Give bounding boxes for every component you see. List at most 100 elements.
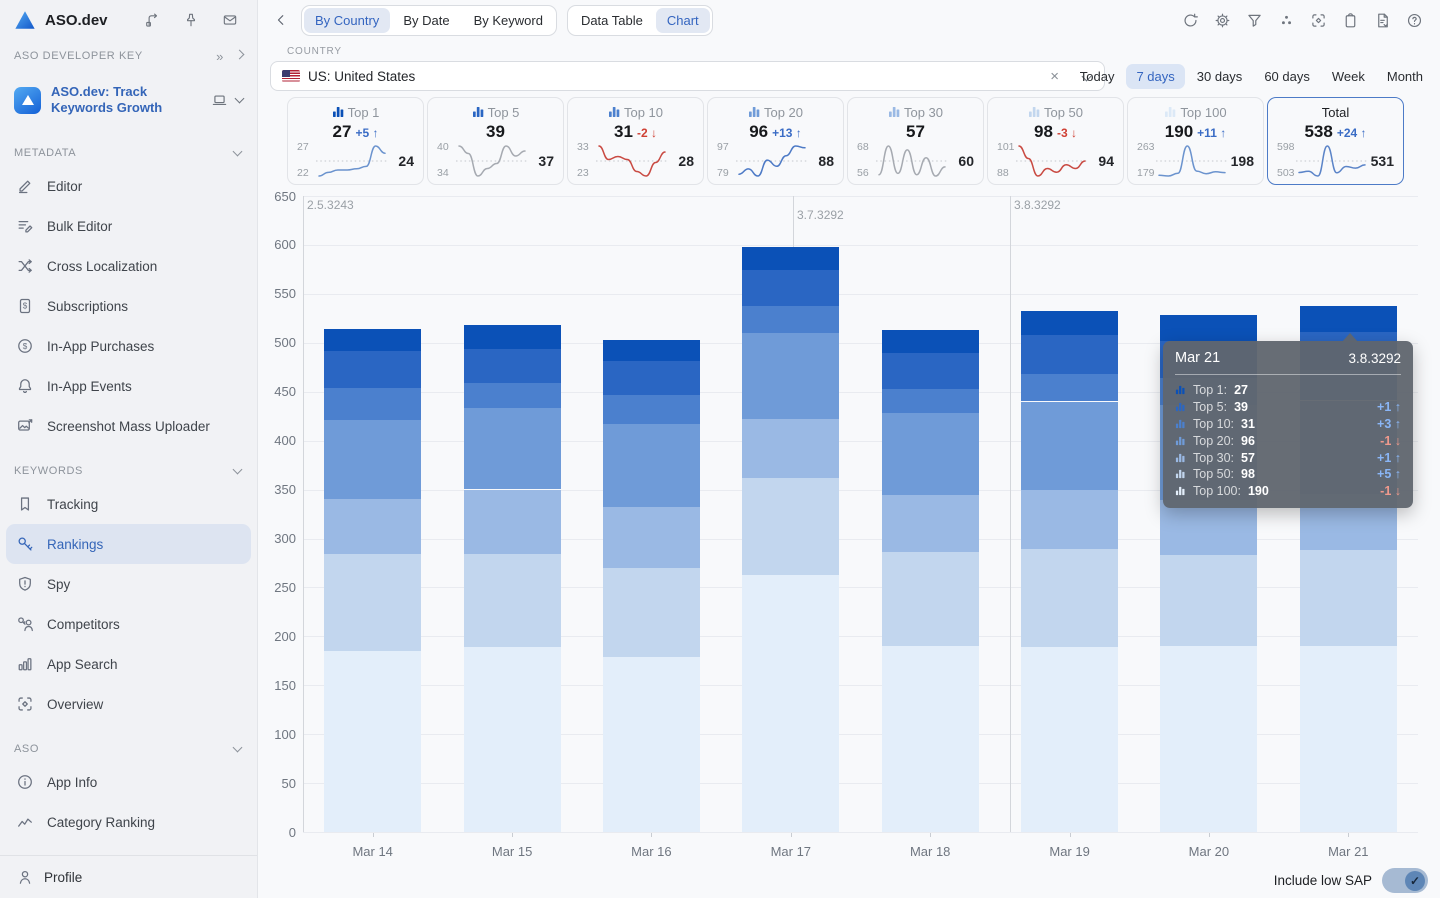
tab-by-date[interactable]: By Date bbox=[403, 12, 450, 28]
bar-mar-21-top-1[interactable] bbox=[1299, 305, 1397, 332]
include-low-sap-toggle[interactable]: ✓ bbox=[1382, 868, 1428, 893]
bar-mar-19-top-5[interactable] bbox=[1021, 334, 1119, 374]
sidebar-group-header-metadata[interactable]: METADATA bbox=[0, 128, 257, 166]
bar-mar-20-top-1[interactable] bbox=[1160, 315, 1258, 341]
bar-mar-17-top-100[interactable] bbox=[742, 574, 840, 832]
bar-mar-18-top-1[interactable] bbox=[881, 330, 979, 353]
bar-mar-15-top-5[interactable] bbox=[463, 348, 561, 383]
bar-mar-16-top-50[interactable] bbox=[602, 567, 700, 657]
bar-mar-17-top-20[interactable] bbox=[742, 333, 840, 420]
country-select[interactable]: US: United States × bbox=[270, 61, 1105, 91]
sidebar-app-item[interactable]: ASO.dev: Track Keywords Growth bbox=[0, 72, 257, 128]
bar-mar-18-top-5[interactable] bbox=[881, 352, 979, 389]
sidebar-group-header-keywords[interactable]: KEYWORDS bbox=[0, 446, 257, 484]
bar-mar-15-top-10[interactable] bbox=[463, 382, 561, 409]
bar-mar-15-top-1[interactable] bbox=[463, 325, 561, 349]
bar-mar-18-top-10[interactable] bbox=[881, 388, 979, 414]
stat-card-top-100[interactable]: Top 100 190 +11 ↑ 263 179 198 bbox=[1127, 97, 1264, 185]
bar-mar-16-top-10[interactable] bbox=[602, 394, 700, 424]
bar-mar-16-top-100[interactable] bbox=[602, 656, 700, 832]
tab-chart[interactable]: Chart bbox=[655, 7, 710, 33]
sidebar-item-overview[interactable]: Overview bbox=[6, 684, 251, 724]
bar-mar-17-top-1[interactable] bbox=[742, 246, 840, 271]
stat-card-top-10[interactable]: Top 10 31 -2 ↓ 33 23 28 bbox=[567, 97, 704, 185]
tab-by-keyword[interactable]: By Keyword bbox=[473, 12, 543, 28]
bar-mar-18-top-20[interactable] bbox=[881, 413, 979, 496]
bar-mar-20-top-30[interactable] bbox=[1160, 500, 1258, 556]
back-button[interactable] bbox=[271, 10, 291, 30]
scan-icon[interactable] bbox=[1305, 7, 1331, 33]
range-month[interactable]: Month bbox=[1386, 68, 1423, 84]
stat-card-top-20[interactable]: Top 20 96 +13 ↑ 97 79 88 bbox=[707, 97, 844, 185]
bar-mar-19-top-30[interactable] bbox=[1021, 489, 1119, 550]
cluster-icon[interactable] bbox=[1273, 7, 1299, 33]
bar-mar-15-top-30[interactable] bbox=[463, 489, 561, 555]
sidebar-item-in-app-events[interactable]: In-App Events bbox=[6, 366, 251, 406]
sidebar-profile[interactable]: Profile bbox=[0, 855, 257, 898]
sidebar-item-bulk-editor[interactable]: Bulk Editor bbox=[6, 206, 251, 246]
sidebar-group-header-aso[interactable]: ASO bbox=[0, 724, 257, 762]
chevron-right-icon[interactable] bbox=[234, 49, 245, 60]
settings-icon[interactable] bbox=[1209, 7, 1235, 33]
range-7-days[interactable]: 7 days bbox=[1126, 63, 1185, 89]
range-today[interactable]: Today bbox=[1079, 68, 1115, 84]
bar-mar-14-top-30[interactable] bbox=[324, 499, 422, 555]
clear-country-icon[interactable]: × bbox=[1050, 67, 1059, 85]
bar-mar-17-top-5[interactable] bbox=[742, 270, 840, 306]
bar-mar-17-top-50[interactable] bbox=[742, 477, 840, 575]
sidebar-item-cross-localization[interactable]: Cross Localization bbox=[6, 246, 251, 286]
help-icon[interactable] bbox=[1401, 7, 1427, 33]
sidebar-item-in-app-purchases[interactable]: $ In-App Purchases bbox=[6, 326, 251, 366]
stat-card-top-30[interactable]: Top 30 57 68 56 60 bbox=[847, 97, 984, 185]
refresh-icon[interactable] bbox=[1177, 7, 1203, 33]
tab-data-table[interactable]: Data Table bbox=[580, 12, 643, 28]
bar-mar-19-top-20[interactable] bbox=[1021, 401, 1119, 490]
sidebar-item-subscriptions[interactable]: $ Subscriptions bbox=[6, 286, 251, 326]
sidebar-item-tracking[interactable]: Tracking bbox=[6, 484, 251, 524]
bar-mar-19-top-1[interactable] bbox=[1021, 310, 1119, 335]
stat-card-top-1[interactable]: Top 1 27 +5 ↑ 27 22 24 bbox=[287, 97, 424, 185]
clipboard-icon[interactable] bbox=[1337, 7, 1363, 33]
stat-card-top-5[interactable]: Top 5 39 40 34 37 bbox=[427, 97, 564, 185]
bar-mar-14-top-100[interactable] bbox=[324, 651, 422, 832]
bar-mar-18-top-100[interactable] bbox=[881, 646, 979, 832]
bar-mar-17-top-30[interactable] bbox=[742, 419, 840, 478]
bar-mar-14-top-10[interactable] bbox=[324, 387, 422, 421]
bar-mar-14-top-1[interactable] bbox=[324, 329, 422, 351]
bar-mar-16-top-20[interactable] bbox=[602, 424, 700, 508]
bar-mar-14-top-20[interactable] bbox=[324, 420, 422, 500]
bar-mar-20-top-100[interactable] bbox=[1160, 646, 1258, 832]
sidebar-item-screenshot-mass-uploader[interactable]: Screenshot Mass Uploader bbox=[6, 406, 251, 446]
filter-icon[interactable] bbox=[1241, 7, 1267, 33]
bar-mar-16-top-1[interactable] bbox=[602, 339, 700, 362]
bar-mar-15-top-20[interactable] bbox=[463, 408, 561, 490]
range-60-days[interactable]: 60 days bbox=[1264, 68, 1310, 84]
bar-mar-16-top-5[interactable] bbox=[602, 361, 700, 395]
tab-by-country[interactable]: By Country bbox=[304, 7, 391, 33]
stat-card-top-50[interactable]: Top 50 98 -3 ↓ 101 88 94 bbox=[987, 97, 1124, 185]
bar-mar-19-top-10[interactable] bbox=[1021, 374, 1119, 402]
sidebar-item-rankings[interactable]: Rankings bbox=[6, 524, 251, 564]
compare-icon[interactable] bbox=[139, 7, 165, 33]
bar-mar-16-top-30[interactable] bbox=[602, 507, 700, 568]
bar-mar-15-top-100[interactable] bbox=[463, 647, 561, 832]
sidebar-item-editor[interactable]: Editor bbox=[6, 166, 251, 206]
sidebar-item-app-info[interactable]: App Info bbox=[6, 762, 251, 802]
bar-mar-15-top-50[interactable] bbox=[463, 554, 561, 648]
bar-mar-17-top-10[interactable] bbox=[742, 305, 840, 333]
bar-mar-21-top-100[interactable] bbox=[1299, 646, 1397, 832]
chevron-down-icon[interactable] bbox=[234, 93, 245, 104]
bar-mar-14-top-50[interactable] bbox=[324, 554, 422, 651]
bar-mar-20-top-50[interactable] bbox=[1160, 555, 1258, 647]
range-30-days[interactable]: 30 days bbox=[1196, 68, 1243, 84]
export-report-icon[interactable] bbox=[1369, 7, 1395, 33]
sidebar-item-app-search[interactable]: App Search bbox=[6, 644, 251, 684]
bar-mar-21-top-50[interactable] bbox=[1299, 550, 1397, 647]
double-chevron-right-icon[interactable]: » bbox=[216, 48, 224, 64]
bar-mar-19-top-50[interactable] bbox=[1021, 549, 1119, 647]
sidebar-item-category-ranking[interactable]: Category Ranking bbox=[6, 802, 251, 842]
pin-icon[interactable] bbox=[178, 7, 204, 33]
range-week[interactable]: Week bbox=[1331, 68, 1365, 84]
bar-mar-18-top-50[interactable] bbox=[881, 552, 979, 647]
mail-icon[interactable] bbox=[217, 7, 243, 33]
